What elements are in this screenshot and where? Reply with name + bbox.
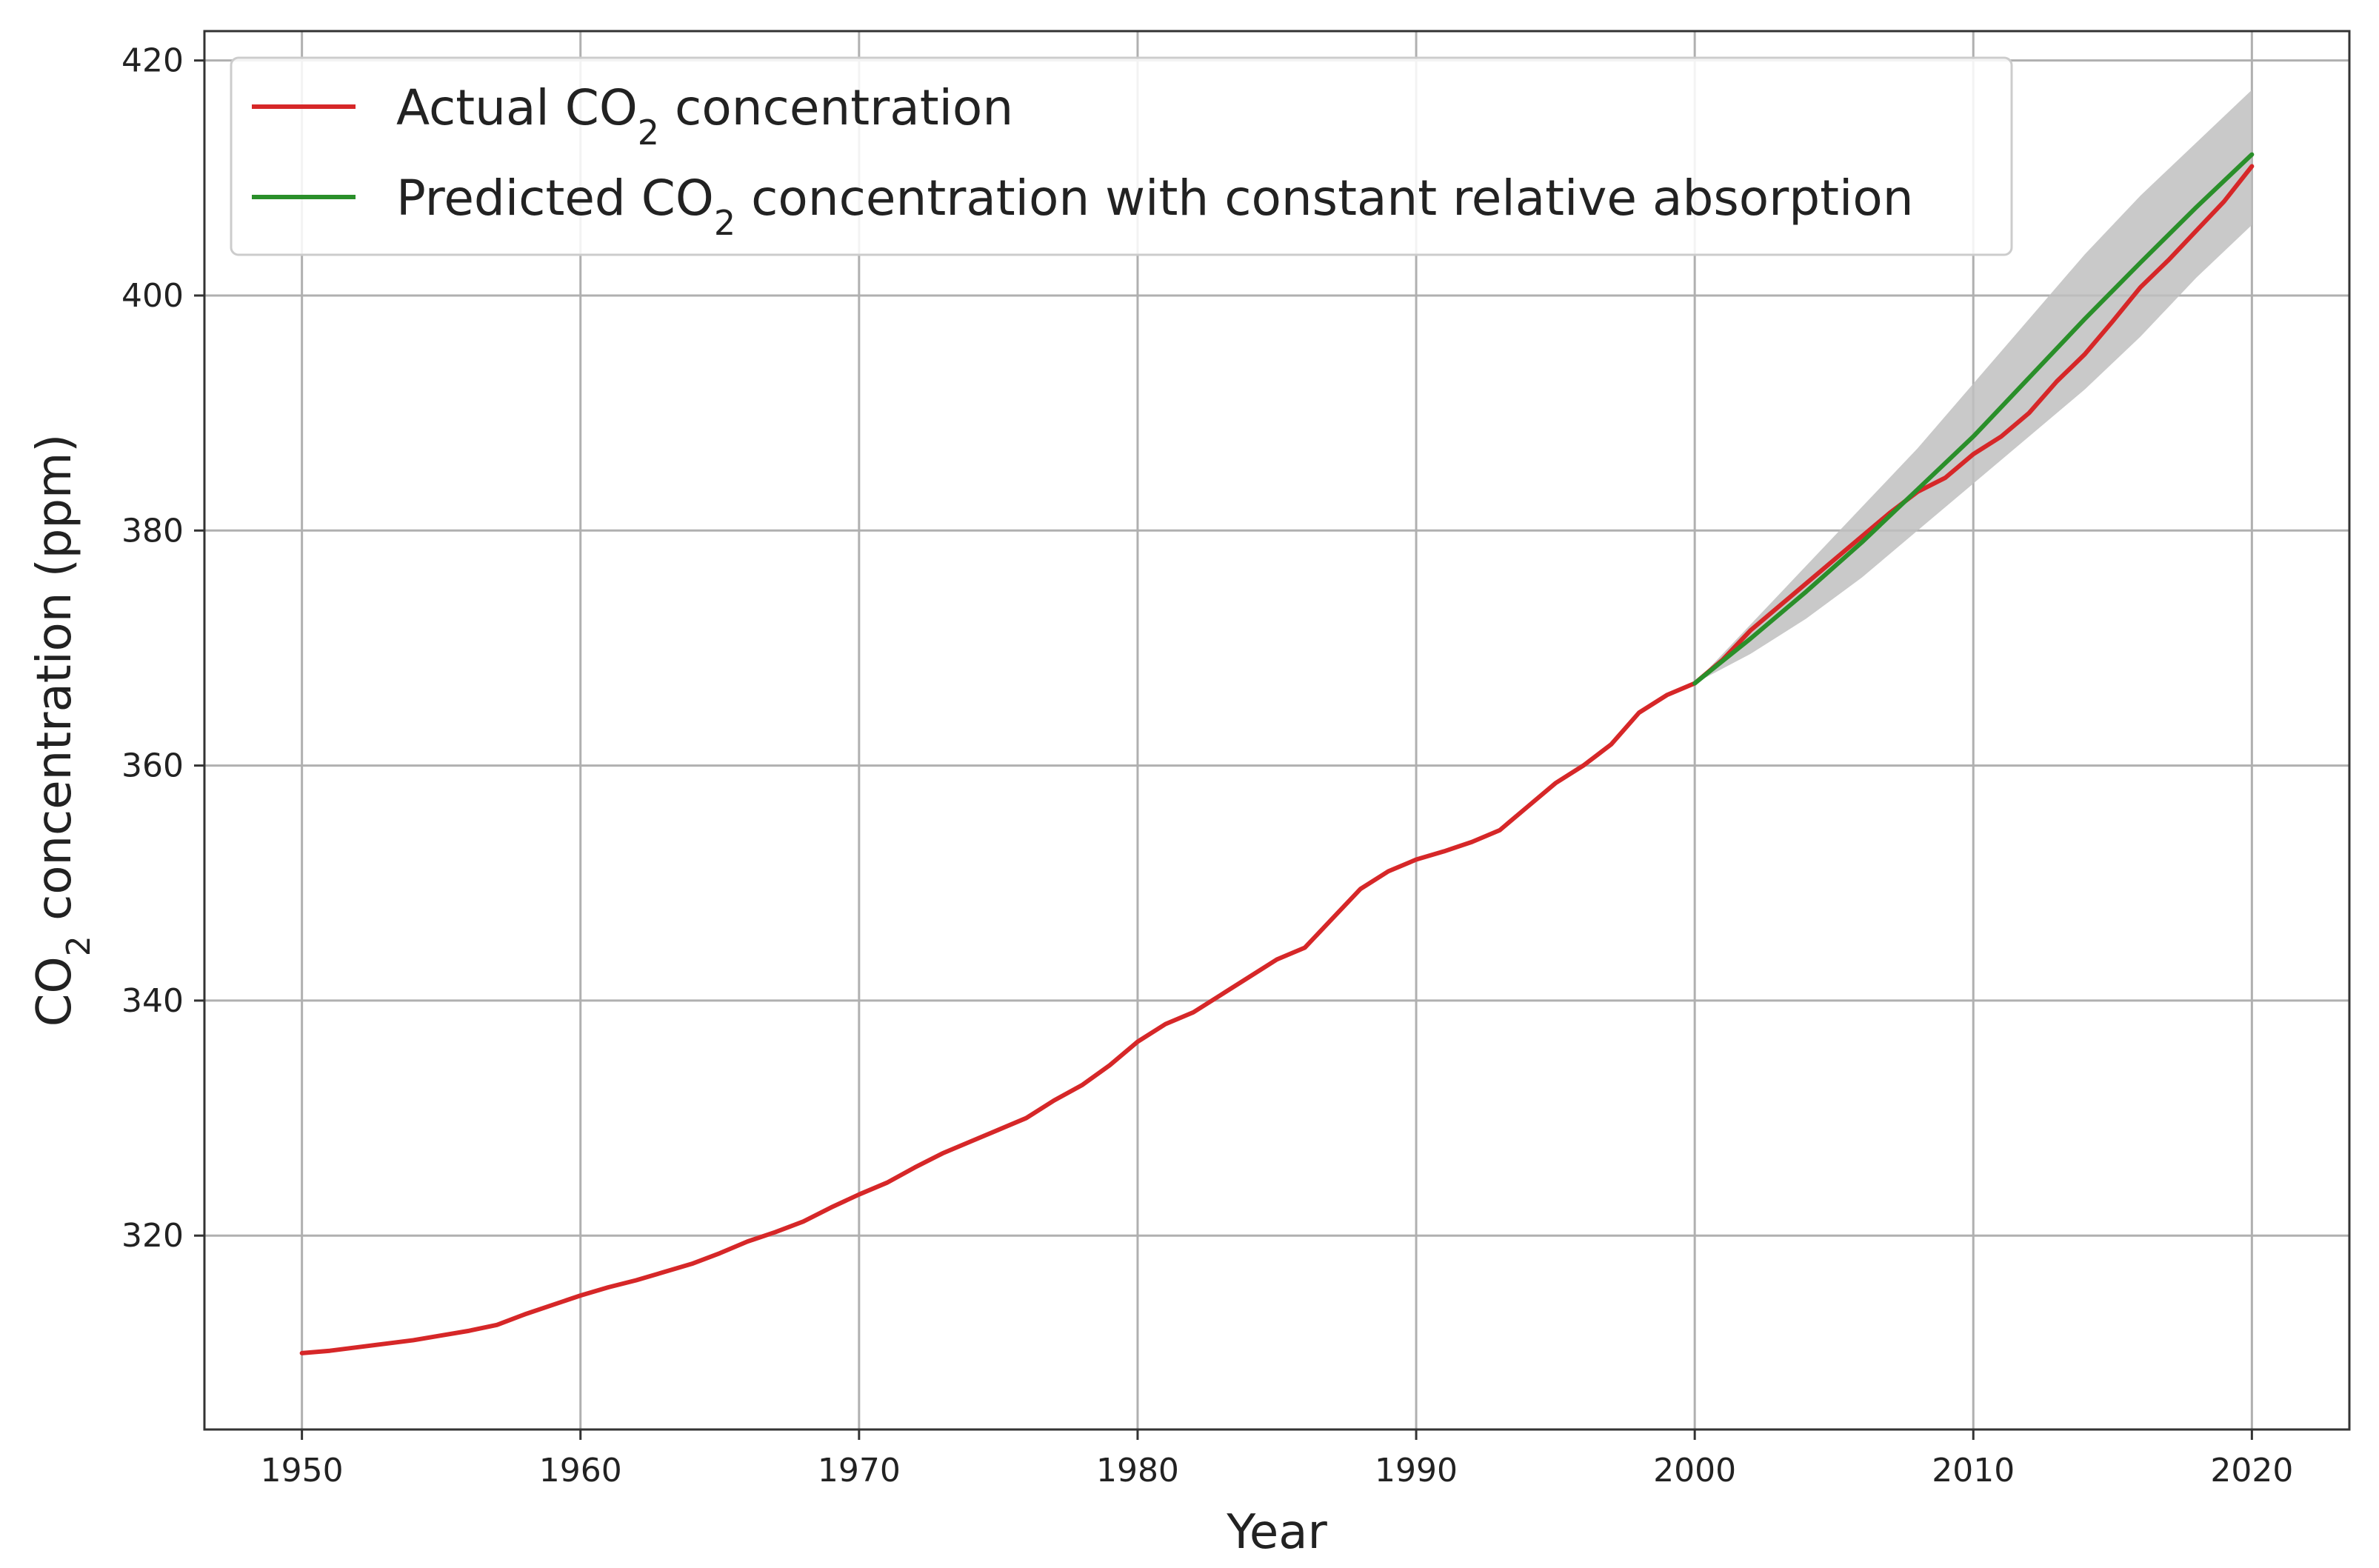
x-tick-label: 2010 xyxy=(1932,1452,2015,1489)
y-axis-title: CO2 concentration (ppm) xyxy=(27,434,98,1027)
legend: Actual CO2 concentration Predicted CO2 c… xyxy=(230,56,2013,256)
y-tick-label: 320 xyxy=(121,1217,184,1255)
x-axis-title: Year xyxy=(1226,1505,1327,1560)
y-tick-label: 420 xyxy=(121,42,184,80)
x-tick-label: 1980 xyxy=(1096,1452,1179,1489)
x-tick-label: 2020 xyxy=(2210,1452,2293,1489)
prediction-uncertainty-band xyxy=(1695,90,2252,684)
y-tick-label: 400 xyxy=(121,277,184,315)
y-axis-title-subscript: 2 xyxy=(60,935,98,956)
series-lines xyxy=(299,152,2255,1355)
y-tick-label: 380 xyxy=(121,512,184,550)
x-tick-label: 1970 xyxy=(818,1452,901,1489)
plot-frame xyxy=(203,30,2351,1431)
x-tick-label: 1950 xyxy=(261,1452,344,1489)
predicted-co2-line xyxy=(1692,152,2255,686)
y-axis-title-rest: concentration (ppm) xyxy=(27,434,82,935)
y-tick-label: 340 xyxy=(121,982,184,1020)
actual-co2-line xyxy=(299,164,2255,1355)
plot-area xyxy=(204,31,2349,1429)
x-tick-label: 1960 xyxy=(539,1452,622,1489)
x-tick-label: 1990 xyxy=(1375,1452,1458,1489)
y-tick-label: 360 xyxy=(121,747,184,785)
axis-ticks: 1950 1960 1970 1980 1990 2000 2010 2020 320 340 36… xyxy=(121,42,2293,1489)
legend-label-predicted: Predicted CO2 concentration with constan… xyxy=(396,170,1914,243)
legend-box xyxy=(230,56,2013,256)
legend-label-actual: Actual CO2 concentration xyxy=(396,79,1013,153)
y-axis-title-main: CO xyxy=(27,956,82,1027)
x-tick-label: 2000 xyxy=(1653,1452,1736,1489)
